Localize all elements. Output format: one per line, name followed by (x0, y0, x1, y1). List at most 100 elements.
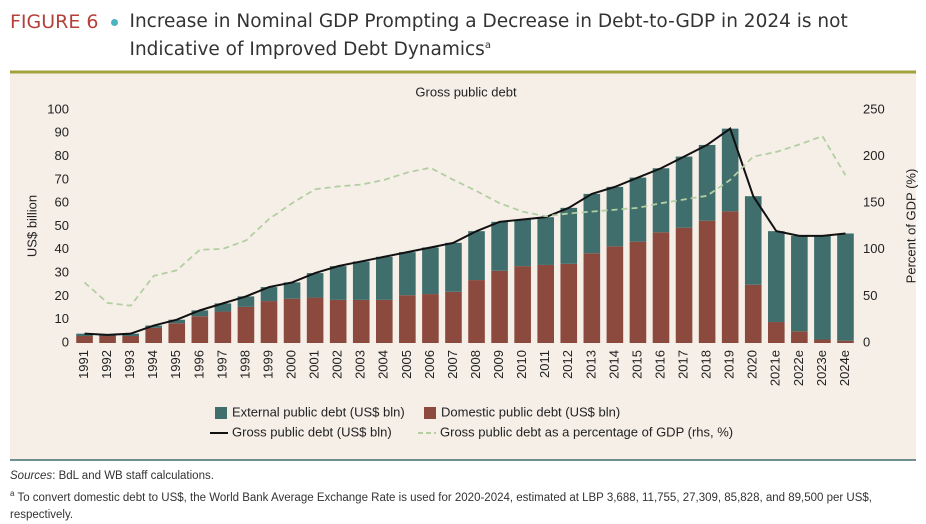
bar-segment (76, 333, 93, 337)
bar-segment (652, 168, 670, 233)
bar-segment (306, 297, 324, 343)
bar-segment (514, 219, 531, 267)
title: Increase in Nominal GDP Prompting a Decr… (130, 10, 911, 62)
x-tick-label: 2020 (745, 350, 760, 379)
x-tick-label: 1991 (76, 350, 91, 379)
y2-tick-label: 50 (863, 288, 877, 303)
bar-segment (145, 325, 163, 328)
x-tick-label: 1999 (260, 350, 275, 379)
bar-segment (306, 273, 324, 298)
bullet (110, 19, 118, 26)
chart: Gross public debt US$ billion Percent of… (10, 70, 918, 461)
y-tick-label: 0 (62, 334, 69, 349)
bar-segment (99, 336, 116, 343)
x-tick-label: 2022e (791, 350, 806, 386)
ratio-line (83, 134, 847, 307)
title-note: a (484, 40, 491, 51)
sources-label: Sources (10, 470, 53, 482)
x-tick-label: 2019 (722, 350, 737, 379)
bar-segment (214, 311, 232, 343)
x-tick-label: 1992 (99, 350, 114, 379)
bar-segment (629, 177, 647, 242)
bar-segment (560, 207, 578, 264)
bar-segment (791, 331, 808, 343)
x-tick-label: 2016 (652, 350, 667, 379)
legend-label: Gross public debt (US$ bln) (232, 424, 392, 439)
bar-segment (606, 246, 624, 343)
x-tick-label: 1997 (214, 350, 229, 379)
bar-segment (329, 299, 347, 343)
y-tick-label: 40 (55, 241, 69, 256)
x-tick-label: 2013 (583, 350, 598, 379)
x-tick-label: 2007 (445, 350, 460, 379)
bar-segment (375, 256, 393, 300)
bar-segment (629, 241, 647, 343)
bar-segment (191, 310, 209, 317)
bar-segment (837, 340, 854, 343)
x-tick-label: 1998 (237, 350, 252, 379)
bar-segment (260, 301, 278, 343)
bar-segment (468, 280, 485, 343)
x-tick-label: 2008 (468, 350, 483, 379)
x-tick-label: 2014 (606, 350, 621, 379)
header: FIGURE 6 Increase in Nominal GDP Prompti… (10, 10, 910, 62)
y2-axis-label: Percent of GDP (%) (903, 169, 918, 284)
y-tick-label: 60 (55, 195, 69, 210)
sources-text: : BdL and WB staff calculations. (52, 470, 214, 482)
bar-segment (560, 263, 578, 343)
bar-segment (445, 291, 462, 343)
bar-segment (399, 295, 416, 343)
bar-segment (491, 270, 508, 343)
bar-segment (814, 339, 831, 343)
bar-segment (168, 323, 186, 343)
bar-segment (744, 196, 762, 285)
bar-segment (76, 336, 93, 343)
x-tick-label: 1994 (145, 350, 160, 379)
y-tick-label: 70 (55, 171, 69, 186)
bar-segment (606, 186, 624, 247)
bar-segment (122, 333, 139, 337)
bar-segment (537, 264, 555, 343)
x-tick-label: 2006 (422, 350, 437, 379)
bar-segment (422, 247, 439, 295)
x-tick-label: 2009 (491, 350, 506, 379)
x-tick-label: 2023e (814, 350, 829, 386)
y2-tick-label: 0 (863, 334, 870, 349)
y-tick-label: 20 (55, 288, 69, 303)
legend-label: Gross public debt as a percentage of GDP… (440, 424, 733, 439)
bar-segment (791, 235, 808, 332)
title-text: Increase in Nominal GDP Prompting a Decr… (129, 11, 848, 61)
bar-segment (399, 252, 416, 296)
bar-segment (422, 294, 439, 343)
y2-tick-label: 150 (863, 195, 885, 210)
debt-line (84, 127, 846, 336)
bar-segment (352, 299, 370, 343)
bar-segment (814, 235, 831, 340)
bar-segment (767, 322, 785, 343)
legend-label: External public debt (US$ bln) (232, 404, 405, 419)
x-tick-label: 2000 (283, 350, 298, 379)
x-tick-label: 2021e (768, 350, 783, 386)
footnote-marker: a (10, 489, 15, 498)
x-tick-label: 2004 (376, 350, 391, 379)
bar-segment (721, 128, 739, 212)
x-tick-label: 1993 (122, 350, 137, 379)
x-tick-label: 2011 (537, 350, 552, 378)
y2-tick-label: 200 (863, 148, 885, 163)
bar-segment (698, 144, 716, 221)
footer: Sources: BdL and WB staff calculations. … (10, 468, 890, 524)
bar-segment (744, 284, 762, 343)
x-tick-label: 2024e (837, 350, 852, 386)
y-tick-label: 90 (55, 125, 69, 140)
y-tick-label: 80 (55, 148, 69, 163)
x-tick-label: 2017 (675, 350, 690, 379)
y2-tick-label: 250 (863, 101, 885, 116)
bar-segment (260, 287, 278, 302)
legend-swatch (215, 407, 227, 419)
x-tick-label: 2001 (307, 350, 322, 379)
x-tick-label: 1996 (191, 350, 206, 379)
bar-segment (468, 231, 485, 281)
bar-segment (675, 227, 693, 343)
y2-tick-label: 100 (863, 241, 885, 256)
bar-segment (491, 221, 508, 271)
